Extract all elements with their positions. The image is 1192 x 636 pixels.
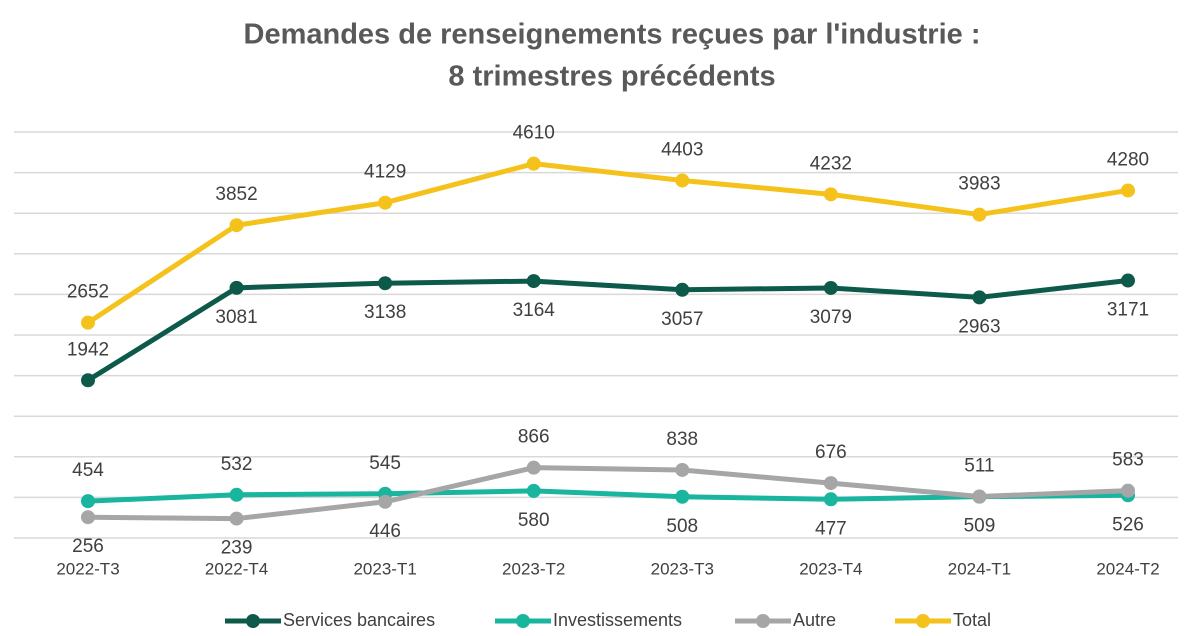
data-label: 3079 [810,307,852,328]
data-point [823,492,838,507]
legend-marker [246,614,260,628]
data-label: 3081 [215,307,257,328]
data-point [378,494,393,509]
data-point [526,274,541,289]
data-point [526,156,541,171]
legend-marker [756,614,770,628]
data-label: 676 [815,442,847,463]
data-label: 3138 [364,302,406,323]
x-tick-label: 2023-T2 [502,559,565,578]
data-label: 2963 [958,316,1000,337]
data-point [1121,183,1135,198]
data-point [1121,483,1135,498]
data-label: 532 [221,454,253,475]
data-point [81,510,95,525]
data-label: 838 [666,429,698,450]
data-label: 511 [964,456,994,477]
x-tick-label: 2024-T2 [1096,559,1159,578]
data-point [526,483,541,498]
series-line [87,465,1129,522]
data-label: 239 [221,538,253,559]
x-tick-label: 2022-T4 [205,559,268,578]
legend-label: Total [953,610,991,630]
data-label: 580 [518,510,550,531]
chart-title: Demandes de renseignements reçues par l'… [244,19,981,51]
data-point [81,373,95,388]
data-label: 526 [1112,514,1144,535]
data-label: 4403 [661,139,703,160]
legend-marker [516,614,530,628]
data-point [823,187,838,202]
data-label: 3164 [513,300,556,321]
data-point [81,315,95,330]
data-label: 2652 [67,282,109,303]
data-label: 4610 [513,123,555,144]
data-point [229,280,244,295]
series-line [86,161,1129,325]
x-tick-label: 2023-T1 [353,559,416,578]
data-point [972,489,987,504]
legend-marker [916,614,930,628]
data-label: 4232 [810,153,852,174]
data-point [972,290,987,305]
data-label: 3852 [215,184,257,205]
data-point [229,487,244,502]
data-point [81,494,95,509]
data-point [823,280,838,295]
data-point [675,489,690,504]
data-label: 4280 [1107,149,1149,170]
x-tick-label: 2023-T3 [651,559,714,578]
data-point [675,173,690,188]
data-point [675,462,690,477]
data-point [823,476,838,491]
x-tick-label: 2023-T4 [799,559,862,578]
data-point [972,207,987,222]
data-point [229,511,244,526]
data-label: 477 [815,518,847,539]
data-label: 4129 [364,162,406,183]
data-label: 508 [666,516,698,537]
data-point [675,282,690,297]
data-point [378,195,393,210]
data-point [526,460,541,475]
legend-label: Services bancaires [283,610,435,630]
data-label: 3057 [661,309,703,330]
series-line [86,278,1129,383]
x-tick-label: 2022-T3 [56,559,119,578]
data-label: 256 [72,536,104,557]
legend-label: Autre [793,610,836,630]
data-label: 454 [72,460,104,481]
chart-subtitle: 8 trimestres précédents [448,61,775,93]
data-point [378,276,393,291]
data-point [1121,273,1135,288]
data-label: 509 [964,516,996,537]
data-point [229,218,244,233]
data-label: 3983 [958,174,1000,195]
data-label: 3171 [1107,300,1149,321]
data-label: 1942 [67,339,109,360]
data-label: 545 [369,453,401,474]
legend-label: Investissements [553,610,682,630]
data-label: 446 [369,521,401,542]
data-label: 866 [518,427,550,448]
series-line [87,488,1129,504]
x-tick-label: 2024-T1 [948,559,1011,578]
data-label: 583 [1112,450,1144,471]
